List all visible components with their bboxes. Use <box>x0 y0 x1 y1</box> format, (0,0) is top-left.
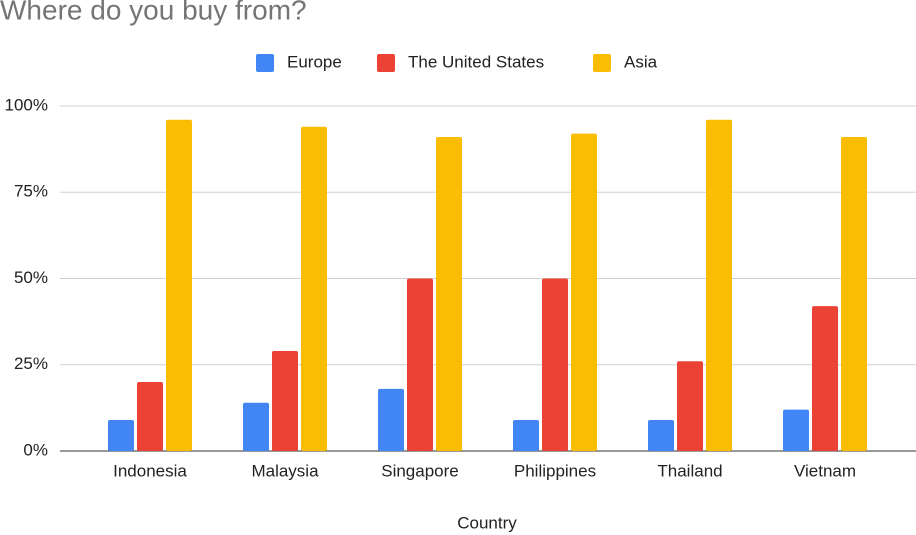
legend-swatch <box>377 54 395 72</box>
bar <box>571 133 597 451</box>
x-tick-label: Indonesia <box>113 461 187 480</box>
x-axis-label: Country <box>457 513 517 532</box>
chart-title: Where do you buy from? <box>0 0 307 25</box>
y-tick-label: 0% <box>23 440 48 459</box>
bar <box>513 419 539 451</box>
y-tick-label: 75% <box>14 182 48 201</box>
legend-label: Europe <box>287 52 342 71</box>
legend-swatch <box>593 54 611 72</box>
x-tick-label: Philippines <box>514 461 596 480</box>
x-tick-label: Thailand <box>657 461 722 480</box>
legend-label: Asia <box>624 52 658 71</box>
bar <box>378 388 404 451</box>
x-tick-label: Singapore <box>381 461 459 480</box>
bar <box>783 409 809 451</box>
bar <box>301 126 327 451</box>
bar <box>841 137 867 452</box>
bar <box>542 278 568 451</box>
x-tick-label: Vietnam <box>794 461 856 480</box>
y-tick-label: 100% <box>5 95 48 114</box>
bar <box>272 350 298 451</box>
bar <box>436 137 462 452</box>
y-tick-label: 25% <box>14 354 48 373</box>
y-tick-label: 50% <box>14 268 48 287</box>
bar <box>812 306 838 451</box>
bar <box>108 419 134 451</box>
bar <box>706 119 732 452</box>
bar <box>648 419 674 451</box>
legend-label: The United States <box>408 52 544 71</box>
bar <box>166 119 192 452</box>
bar <box>137 382 163 451</box>
legend-swatch <box>256 54 274 72</box>
bar <box>243 402 269 451</box>
bar <box>677 361 703 451</box>
x-tick-label: Malaysia <box>251 461 319 480</box>
bar <box>407 278 433 451</box>
